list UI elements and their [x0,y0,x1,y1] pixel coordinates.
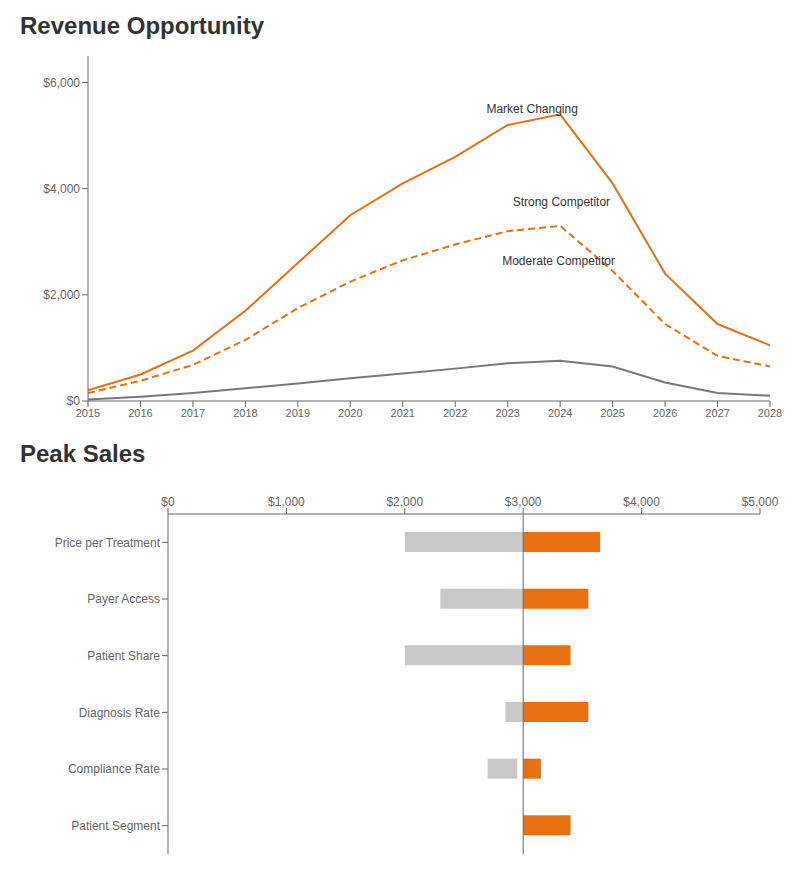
svg-text:Market Changing: Market Changing [486,102,577,116]
svg-text:$4,000: $4,000 [623,495,660,509]
svg-text:2021: 2021 [391,407,415,419]
svg-text:Strong Competitor: Strong Competitor [513,195,610,209]
svg-text:2018: 2018 [233,407,257,419]
svg-text:$1,000: $1,000 [268,495,305,509]
svg-text:$2,000: $2,000 [43,288,80,302]
html-text:Revenue Opportunity: Revenue Opportunity [20,12,264,39]
svg-text:Patient Share: Patient Share [87,649,160,663]
svg-text:2024: 2024 [548,407,572,419]
svg-text:$6,000: $6,000 [43,76,80,90]
html-text:Peak Sales: Peak Sales [20,440,146,467]
svg-text:$3,000: $3,000 [505,495,542,509]
svg-text:2027: 2027 [705,407,729,419]
svg-text:$4,000: $4,000 [43,182,80,196]
svg-text:Price per Treatment: Price per Treatment [55,536,161,550]
svg-text:$0: $0 [161,495,175,509]
svg-text:2025: 2025 [600,407,624,419]
svg-text:2015: 2015 [76,407,100,419]
svg-text:2022: 2022 [443,407,467,419]
svg-text:Diagnosis Rate: Diagnosis Rate [79,706,161,720]
svg-text:$5,000: $5,000 [742,495,779,509]
svg-text:Patient Segment: Patient Segment [71,819,160,833]
svg-text:2017: 2017 [181,407,205,419]
svg-text:2019: 2019 [286,407,310,419]
svg-text:$2,000: $2,000 [386,495,423,509]
svg-text:Moderate Competitor: Moderate Competitor [502,254,615,268]
svg-text:2028: 2028 [758,407,782,419]
svg-text:Payer Access: Payer Access [87,592,160,606]
svg-text:2020: 2020 [338,407,362,419]
svg-text:2023: 2023 [495,407,519,419]
svg-text:Compliance Rate: Compliance Rate [68,762,160,776]
svg-text:$0: $0 [67,394,81,408]
svg-text:2026: 2026 [653,407,677,419]
svg-text:2016: 2016 [128,407,152,419]
